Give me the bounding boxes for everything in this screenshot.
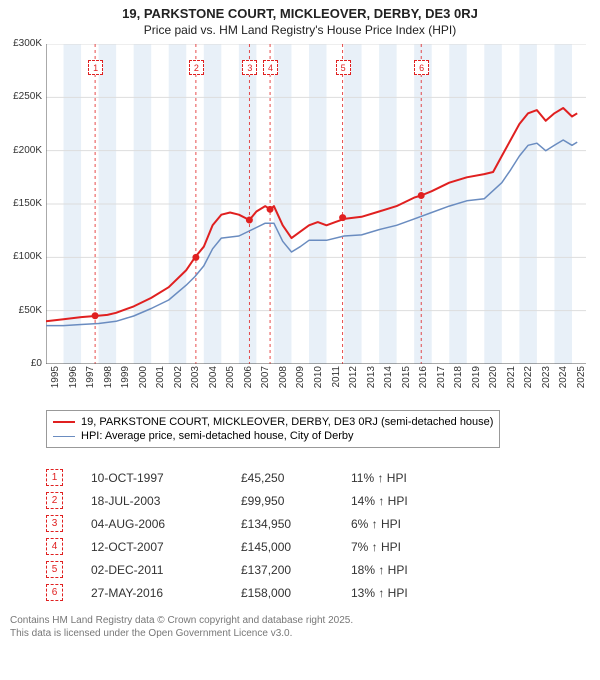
- row-marker: 4: [46, 538, 63, 555]
- table-row: 5 02-DEC-2011£137,20018% ↑ HPI: [46, 558, 501, 581]
- x-tick-label: 2009: [295, 366, 306, 402]
- x-tick-label: 1996: [68, 366, 79, 402]
- row-marker: 5: [46, 561, 63, 578]
- row-pct: 14% ↑ HPI: [351, 494, 501, 508]
- row-date: 04-AUG-2006: [91, 517, 241, 531]
- row-price: £134,950: [241, 517, 351, 531]
- row-price: £137,200: [241, 563, 351, 577]
- row-price: £99,950: [241, 494, 351, 508]
- row-price: £145,000: [241, 540, 351, 554]
- row-pct: 6% ↑ HPI: [351, 517, 501, 531]
- y-tick-label: £200K: [2, 145, 42, 156]
- x-tick-label: 2024: [558, 366, 569, 402]
- x-tick-label: 2023: [541, 366, 552, 402]
- chart-legend: 19, PARKSTONE COURT, MICKLEOVER, DERBY, …: [46, 410, 500, 448]
- chart-title-subtitle: Price paid vs. HM Land Registry's House …: [0, 21, 600, 37]
- row-date: 18-JUL-2003: [91, 494, 241, 508]
- legend-item: HPI: Average price, semi-detached house,…: [53, 429, 493, 443]
- x-tick-label: 2012: [348, 366, 359, 402]
- x-tick-label: 2004: [208, 366, 219, 402]
- row-marker: 1: [46, 469, 63, 486]
- x-tick-label: 2007: [260, 366, 271, 402]
- row-pct: 18% ↑ HPI: [351, 563, 501, 577]
- table-row: 2 18-JUL-2003£99,95014% ↑ HPI: [46, 489, 501, 512]
- x-tick-label: 2016: [418, 366, 429, 402]
- footer-licence: Contains HM Land Registry data © Crown c…: [10, 614, 353, 640]
- y-tick-label: £150K: [2, 198, 42, 209]
- x-tick-label: 2010: [313, 366, 324, 402]
- row-pct: 13% ↑ HPI: [351, 586, 501, 600]
- sale-marker-1: 1: [88, 60, 103, 75]
- x-tick-label: 2011: [331, 366, 342, 402]
- legend-swatch: [53, 436, 75, 437]
- row-date: 12-OCT-2007: [91, 540, 241, 554]
- x-tick-label: 1997: [85, 366, 96, 402]
- row-date: 02-DEC-2011: [91, 563, 241, 577]
- sale-marker-3: 3: [242, 60, 257, 75]
- row-marker: 2: [46, 492, 63, 509]
- x-tick-label: 2017: [436, 366, 447, 402]
- table-row: 1 10-OCT-1997£45,25011% ↑ HPI: [46, 466, 501, 489]
- row-pct: 11% ↑ HPI: [351, 471, 501, 485]
- x-tick-label: 2025: [576, 366, 587, 402]
- x-tick-label: 2008: [278, 366, 289, 402]
- chart-title-address: 19, PARKSTONE COURT, MICKLEOVER, DERBY, …: [0, 0, 600, 21]
- x-tick-label: 2022: [523, 366, 534, 402]
- table-row: 6 27-MAY-2016£158,00013% ↑ HPI: [46, 581, 501, 604]
- legend-swatch: [53, 421, 75, 423]
- x-tick-label: 2018: [453, 366, 464, 402]
- row-date: 10-OCT-1997: [91, 471, 241, 485]
- x-tick-label: 2000: [138, 366, 149, 402]
- y-tick-label: £0: [2, 358, 42, 369]
- x-tick-label: 2021: [506, 366, 517, 402]
- sale-marker-2: 2: [189, 60, 204, 75]
- x-tick-label: 2014: [383, 366, 394, 402]
- footer-line2: This data is licensed under the Open Gov…: [10, 627, 353, 640]
- row-date: 27-MAY-2016: [91, 586, 241, 600]
- x-tick-label: 2003: [190, 366, 201, 402]
- sale-marker-5: 5: [336, 60, 351, 75]
- y-tick-label: £50K: [2, 305, 42, 316]
- x-tick-label: 1995: [50, 366, 61, 402]
- x-tick-label: 1998: [103, 366, 114, 402]
- x-tick-label: 2020: [488, 366, 499, 402]
- sale-marker-4: 4: [263, 60, 278, 75]
- x-tick-label: 2001: [155, 366, 166, 402]
- table-row: 3 04-AUG-2006£134,9506% ↑ HPI: [46, 512, 501, 535]
- y-tick-label: £100K: [2, 251, 42, 262]
- x-tick-label: 2006: [243, 366, 254, 402]
- table-row: 4 12-OCT-2007£145,0007% ↑ HPI: [46, 535, 501, 558]
- x-tick-label: 2015: [401, 366, 412, 402]
- sales-table: 1 10-OCT-1997£45,25011% ↑ HPI 2 18-JUL-2003…: [46, 466, 501, 604]
- x-tick-label: 2019: [471, 366, 482, 402]
- legend-item: 19, PARKSTONE COURT, MICKLEOVER, DERBY, …: [53, 415, 493, 429]
- row-marker: 3: [46, 515, 63, 532]
- x-tick-label: 2002: [173, 366, 184, 402]
- x-tick-label: 2013: [366, 366, 377, 402]
- legend-label: HPI: Average price, semi-detached house,…: [81, 430, 354, 442]
- x-tick-label: 1999: [120, 366, 131, 402]
- footer-line1: Contains HM Land Registry data © Crown c…: [10, 614, 353, 627]
- y-tick-label: £300K: [2, 38, 42, 49]
- legend-label: 19, PARKSTONE COURT, MICKLEOVER, DERBY, …: [81, 416, 493, 428]
- price-chart: [46, 44, 586, 364]
- row-price: £45,250: [241, 471, 351, 485]
- row-price: £158,000: [241, 586, 351, 600]
- page-wrap: 19, PARKSTONE COURT, MICKLEOVER, DERBY, …: [0, 0, 600, 680]
- y-tick-label: £250K: [2, 91, 42, 102]
- x-tick-label: 2005: [225, 366, 236, 402]
- row-pct: 7% ↑ HPI: [351, 540, 501, 554]
- sale-marker-6: 6: [414, 60, 429, 75]
- row-marker: 6: [46, 584, 63, 601]
